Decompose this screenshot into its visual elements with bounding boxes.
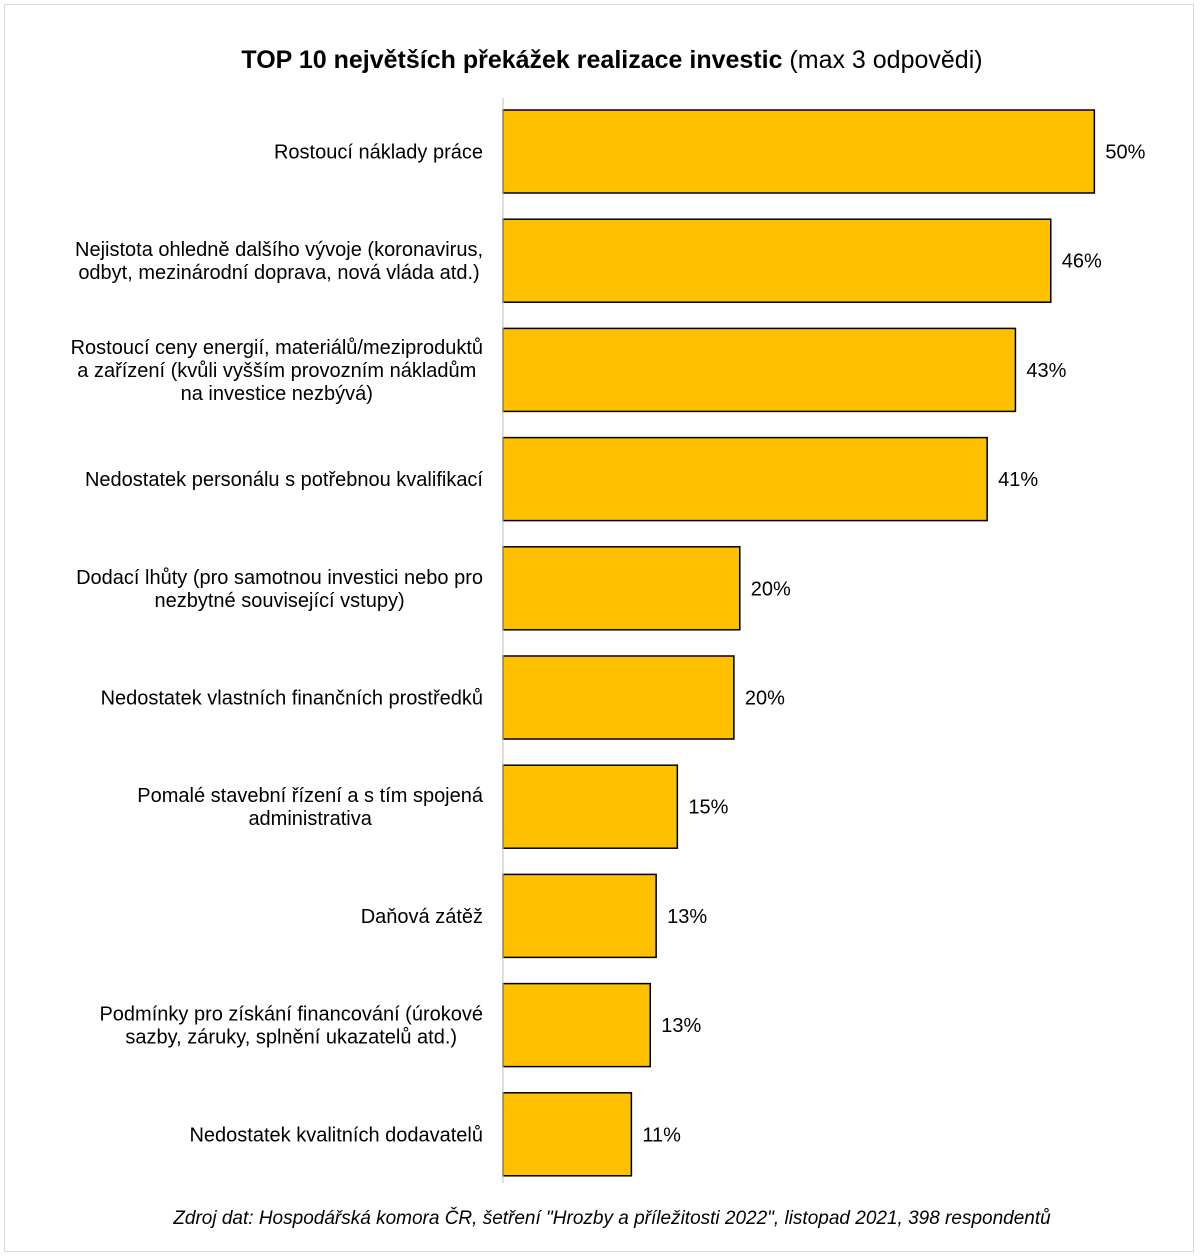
category-label-8: Daňová zátěž [361, 906, 483, 928]
category-label-line: Nedostatek vlastních finančních prostřed… [101, 688, 483, 710]
category-label-line: Nedostatek kvalitních dodavatelů [189, 1124, 483, 1146]
category-label-4: Nedostatek personálu s potřebnou kvalifi… [85, 469, 483, 491]
category-label-line: administrativa [248, 808, 372, 830]
value-label-8: 13% [667, 906, 707, 928]
value-label-1: 50% [1105, 142, 1145, 164]
chart-title-bold: TOP 10 největších překážek realizace inv… [241, 46, 783, 74]
category-label-9: Podmínky pro získání financování (úrokov… [99, 1004, 483, 1049]
category-label-line: Podmínky pro získání financování (úrokov… [99, 1004, 483, 1026]
bar-10 [502, 1092, 633, 1177]
bars-group [502, 109, 1096, 1177]
chart-title-normal: (max 3 odpovědi) [782, 46, 983, 74]
bar-9 [502, 982, 651, 1068]
value-label-7: 15% [688, 797, 728, 819]
category-label-line: nezbytné související vstupy) [154, 590, 404, 612]
value-label-2: 46% [1062, 251, 1102, 273]
bar-1 [502, 109, 1096, 194]
category-label-line: Rostoucí ceny energií, materiálů/mezipro… [71, 337, 483, 359]
value-label-4: 41% [998, 469, 1038, 491]
category-label-3: Rostoucí ceny energií, materiálů/mezipro… [71, 337, 483, 405]
category-label-line: sazby, záruky, splnění ukazatelů atd.) [125, 1027, 457, 1049]
value-label-3: 43% [1026, 360, 1066, 382]
value-label-5: 20% [751, 578, 791, 600]
value-label-10: 11% [642, 1124, 681, 1146]
value-label-9: 13% [661, 1015, 701, 1037]
category-labels-group: Rostoucí náklady práce Nejistota ohledně … [71, 142, 484, 1147]
category-label-line: Rostoucí náklady práce [274, 142, 483, 164]
category-label-2: Nejistota ohledně dalšího vývoje (korona… [75, 239, 483, 284]
category-label-5: Dodací lhůty (pro samotnou investici neb… [76, 567, 483, 612]
bar-6 [502, 655, 735, 740]
bar-4 [502, 436, 988, 522]
bar-8 [502, 873, 657, 959]
value-labels-group: 50% 46% 43% 41% 20% 20% 15% 13% 13% 11% [642, 142, 1145, 1147]
category-label-line: Nedostatek personálu s potřebnou kvalifi… [85, 469, 483, 491]
category-label-1: Rostoucí náklady práce [274, 142, 483, 164]
category-label-7: Pomalé stavební řízení a s tím spojená ad… [137, 785, 484, 830]
bar-3 [502, 327, 1017, 413]
value-label-6: 20% [745, 688, 785, 710]
category-label-line: Pomalé stavební řízení a s tím spojená [137, 785, 484, 807]
chart-title: TOP 10 největších překážek realizace inv… [0, 44, 1200, 76]
chart-frame [4, 4, 1194, 1252]
category-label-line: odbyt, mezinárodní doprava, nová vláda a… [78, 262, 479, 284]
category-label-line: Nejistota ohledně dalšího vývoje (korona… [75, 239, 483, 261]
category-label-line: a zařízení (kvůli vyšším provozním nákla… [77, 360, 476, 382]
source-note: Zdroj dat: Hospodářská komora ČR, šetřen… [173, 1208, 1051, 1229]
category-label-10: Nedostatek kvalitních dodavatelů [189, 1124, 483, 1146]
bar-5 [502, 546, 741, 631]
bar-2 [502, 218, 1052, 303]
category-label-6: Nedostatek vlastních finančních prostřed… [101, 688, 483, 710]
category-label-line: Daňová zátěž [361, 906, 483, 928]
category-label-line: Dodací lhůty (pro samotnou investici neb… [76, 567, 483, 589]
category-label-line: na investice nezbývá) [181, 383, 373, 405]
bar-7 [502, 764, 679, 849]
